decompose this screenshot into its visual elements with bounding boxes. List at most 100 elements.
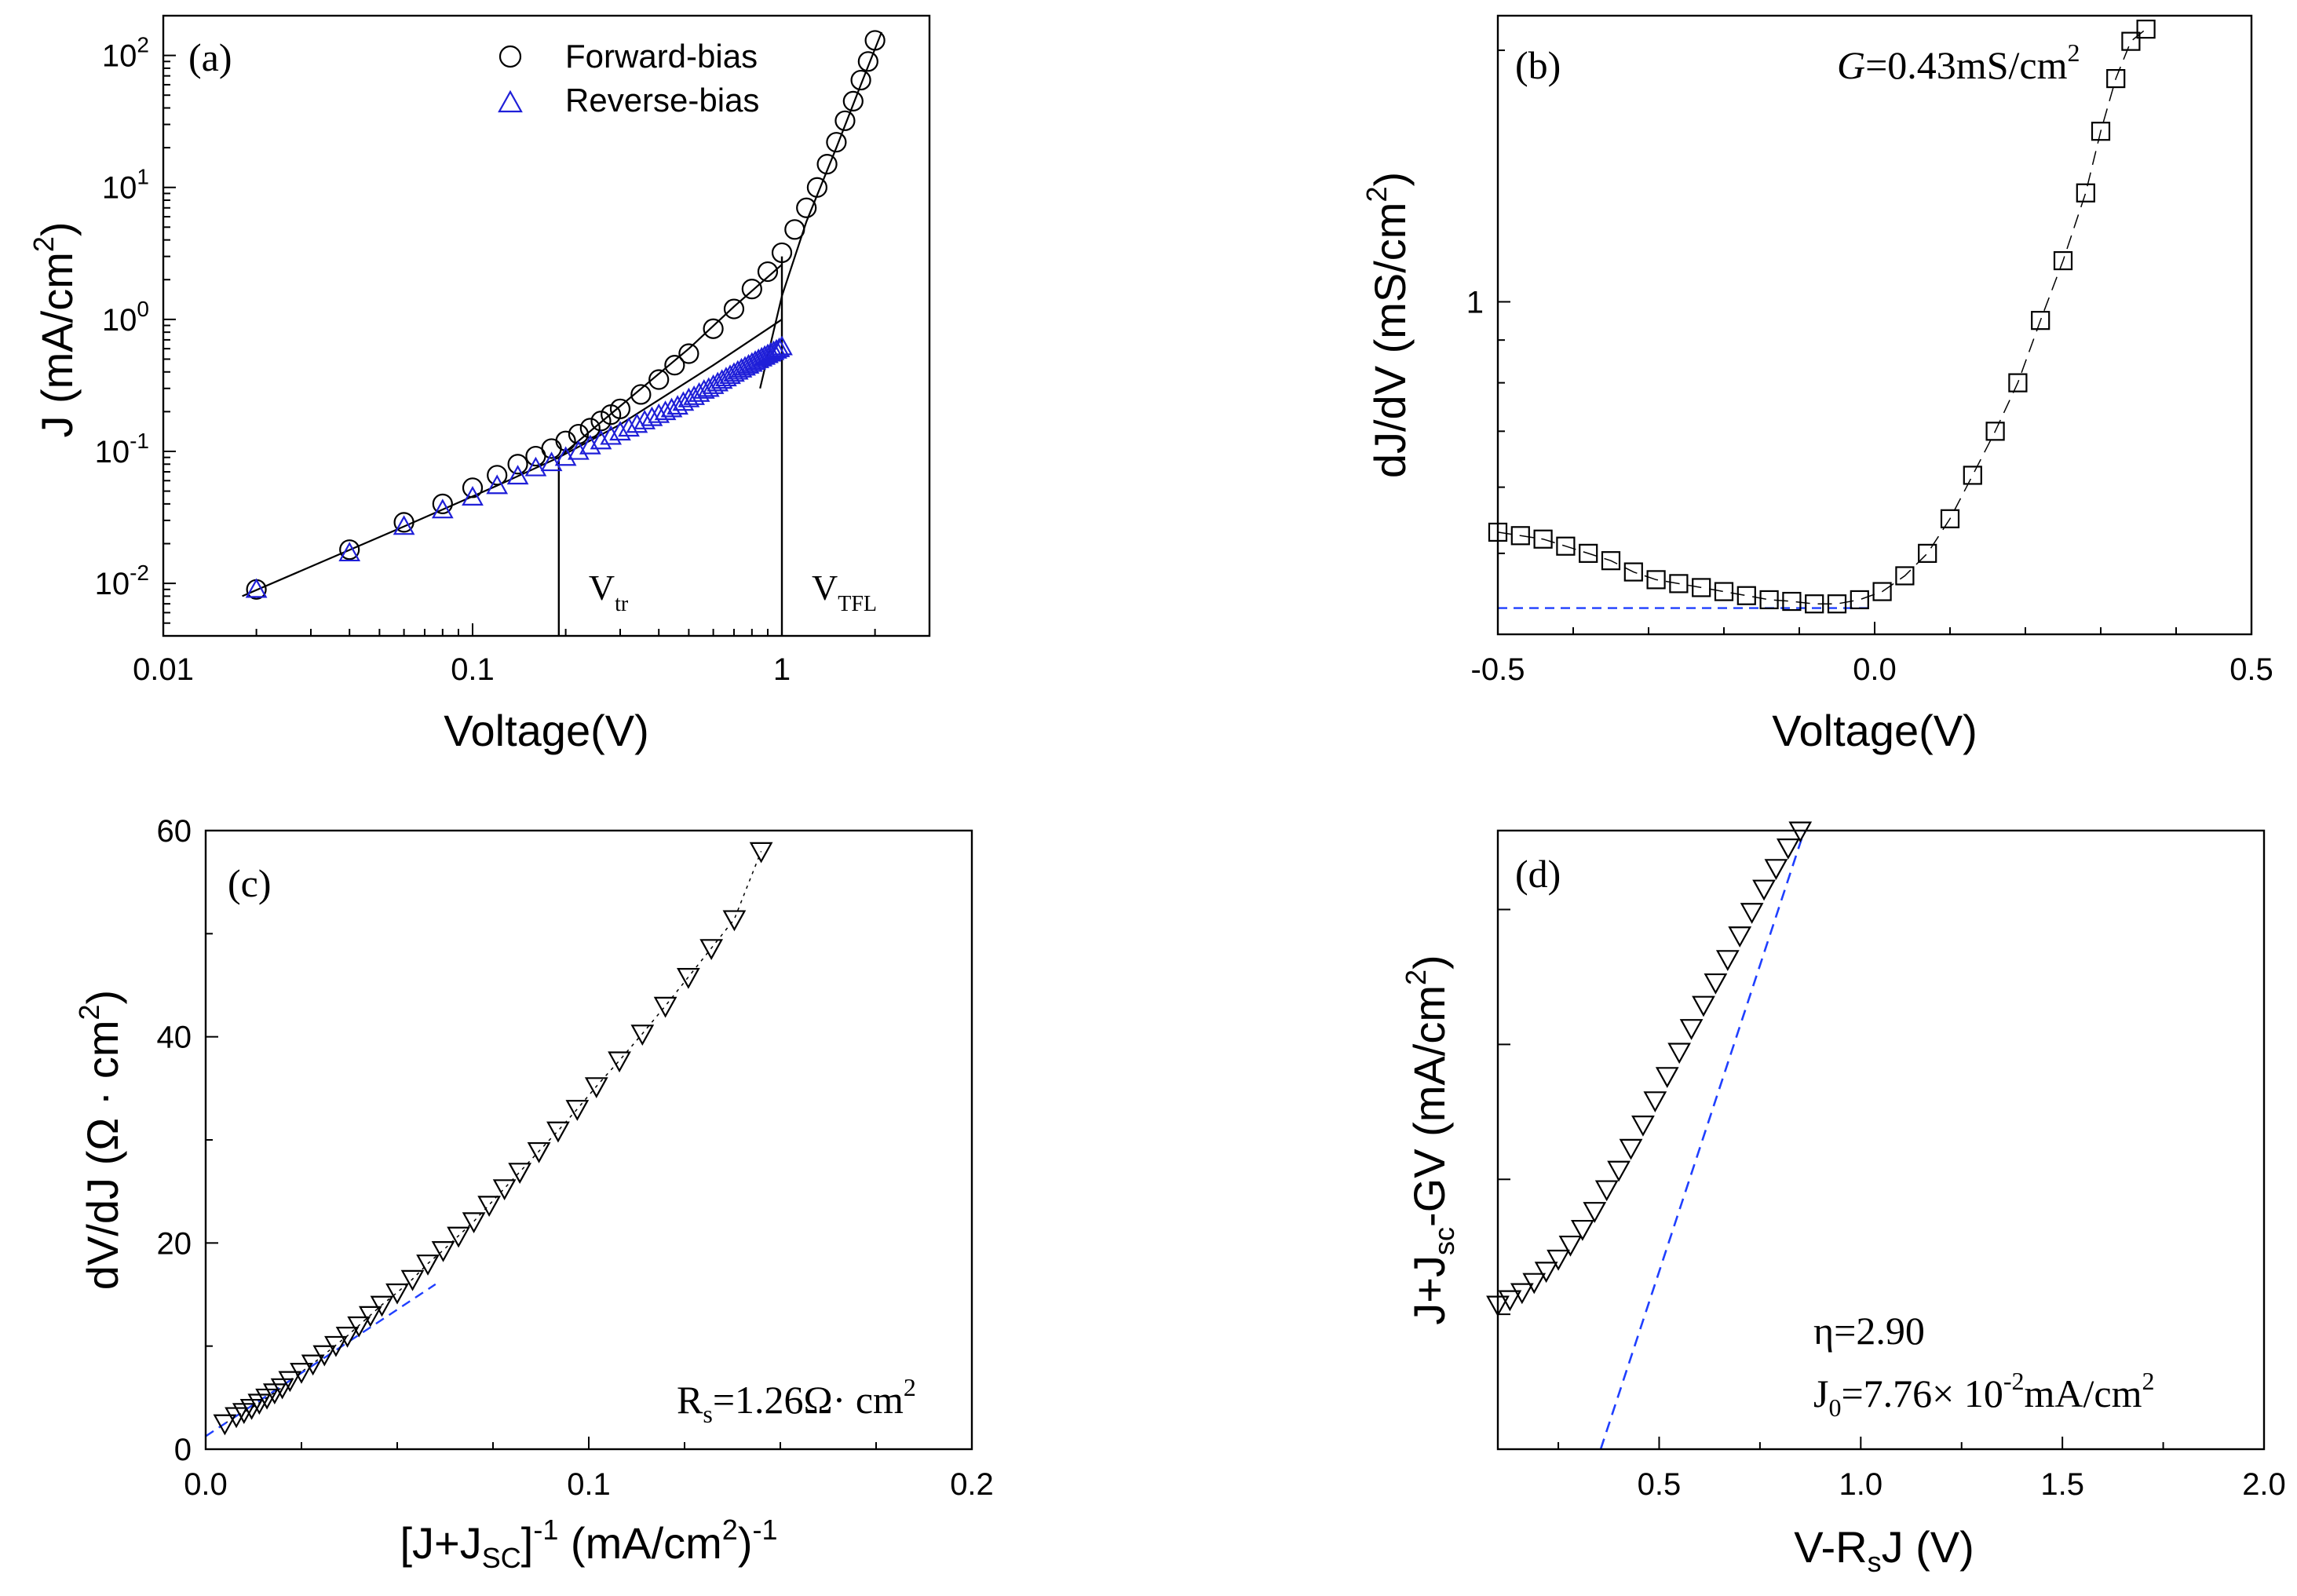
data-point bbox=[312, 1345, 337, 1367]
panel-b-frame bbox=[1496, 14, 2253, 636]
panel-a-marks: Vtr VTFL bbox=[242, 30, 886, 636]
data-point bbox=[2008, 373, 2028, 393]
x-tick-label: 1.5 bbox=[2040, 1467, 2084, 1502]
data-point bbox=[225, 1407, 248, 1429]
data-point bbox=[447, 1226, 470, 1248]
forward-point bbox=[630, 384, 652, 405]
data-point bbox=[1740, 903, 1764, 924]
reverse-point bbox=[579, 434, 601, 455]
data-point bbox=[2136, 20, 2156, 39]
data-point bbox=[270, 1378, 294, 1400]
data-point bbox=[1646, 570, 1666, 590]
data-point bbox=[749, 842, 773, 864]
data-point bbox=[1692, 995, 1715, 1017]
panel-a-xlabel: Voltage(V) bbox=[444, 706, 649, 755]
panel-a: Vtr VTFL 0.01 0.1 1 10-2 10-1 100 101 102 (a) Fo… bbox=[27, 14, 931, 755]
panel-a-frame bbox=[162, 14, 931, 637]
data-line bbox=[1497, 28, 2147, 604]
y-tick-label: 100 bbox=[102, 297, 149, 338]
reverse-point bbox=[672, 391, 695, 411]
data-point bbox=[2091, 122, 2111, 141]
data-point bbox=[1571, 1219, 1594, 1241]
reverse-point bbox=[524, 456, 547, 477]
forward-point bbox=[784, 219, 805, 240]
data-point bbox=[1601, 551, 1621, 571]
reverse-point bbox=[590, 429, 612, 450]
data-point bbox=[301, 1354, 325, 1376]
panel-d-label: (d) bbox=[1515, 852, 1561, 896]
data-point bbox=[1619, 1138, 1643, 1160]
data-point bbox=[1534, 1262, 1558, 1284]
forward-point bbox=[703, 318, 724, 339]
x-tick-label: 0.1 bbox=[567, 1467, 611, 1502]
y-tick-label: 10-2 bbox=[95, 561, 149, 601]
panel-b-xlabel: Voltage(V) bbox=[1772, 706, 1977, 755]
forward-point bbox=[678, 343, 699, 364]
data-point bbox=[1556, 536, 1576, 556]
data-point bbox=[1714, 582, 1734, 601]
panel-d-j0: J0=7.76× 10-2mA/cm2 bbox=[1813, 1367, 2155, 1422]
x-tick-label: 0.0 bbox=[1853, 652, 1897, 687]
data-point bbox=[278, 1371, 302, 1393]
data-point bbox=[2031, 311, 2051, 331]
x-tick-label: 0.01 bbox=[133, 652, 194, 687]
legend-forward-marker bbox=[498, 45, 522, 68]
panel-c-ylabel: dV/dJ (Ω · cm2) bbox=[73, 990, 127, 1290]
reverse-point bbox=[768, 337, 791, 357]
panel-c: 0.0 0.1 0.2 0 20 40 60 (c) Rs=1.26Ω· cm2 [J+JS… bbox=[73, 814, 994, 1574]
x-tick-label: 1.0 bbox=[1839, 1467, 1883, 1502]
panel-d-ylabel: J+Jsc-GV (mA/cm2) bbox=[1400, 955, 1460, 1324]
data-point bbox=[416, 1255, 440, 1276]
panel-a-ylabel: J (mA/cm2) bbox=[27, 221, 82, 437]
data-point bbox=[1940, 509, 1960, 528]
panel-d: 0.5 1.0 1.5 2.0 (d) η=2.90 J0=7.76× 10-2mA/… bbox=[1400, 821, 2286, 1578]
forward-point bbox=[462, 477, 484, 499]
data-point bbox=[347, 1316, 371, 1338]
data-point bbox=[1655, 1067, 1679, 1088]
data-point bbox=[1788, 821, 1813, 843]
data-point bbox=[385, 1283, 409, 1305]
reverse-point bbox=[540, 451, 563, 472]
data-point bbox=[1985, 422, 2005, 441]
data-point bbox=[400, 1269, 425, 1291]
panel-b-annotation: G=0.43mS/cm2 bbox=[1837, 38, 2080, 87]
y-tick-label: 40 bbox=[157, 1021, 192, 1055]
y-tick-label: 10-1 bbox=[95, 429, 149, 469]
data-point bbox=[1579, 543, 1598, 563]
forward-point bbox=[664, 355, 685, 376]
reverse-point bbox=[626, 413, 648, 433]
reverse-point bbox=[634, 409, 656, 429]
data-point bbox=[1498, 1290, 1522, 1312]
data-point bbox=[1704, 973, 1728, 995]
reverse-point bbox=[609, 421, 631, 441]
panel-b-axes: -0.5 0.0 0.5 1 bbox=[1466, 49, 2273, 687]
data-point bbox=[527, 1141, 551, 1163]
data-point bbox=[1607, 1160, 1631, 1182]
reverse-point bbox=[666, 395, 689, 415]
data-point bbox=[1872, 582, 1892, 601]
forward-point bbox=[857, 51, 878, 72]
reverse-point bbox=[765, 338, 787, 359]
vline-label-1: Vtr bbox=[589, 568, 629, 616]
data-point bbox=[1510, 526, 1530, 546]
forward-point bbox=[609, 398, 631, 419]
panel-d-xlabel: V-RsJ (V) bbox=[1794, 1522, 1974, 1578]
forward-point bbox=[432, 493, 453, 514]
panel-a-label: (a) bbox=[188, 35, 232, 79]
forward-point bbox=[842, 90, 864, 112]
y-tick-label: 20 bbox=[157, 1226, 192, 1261]
data-point bbox=[1827, 594, 1847, 614]
data-point bbox=[431, 1241, 455, 1262]
data-point bbox=[1558, 1235, 1583, 1257]
reverse-point bbox=[759, 341, 782, 362]
panel-d-frame bbox=[1496, 829, 2266, 1451]
y-tick-label: 102 bbox=[102, 33, 149, 74]
data-point bbox=[2121, 31, 2141, 51]
panel-b-ylabel: dJ/dV (mS/cm2) bbox=[1360, 172, 1415, 478]
data-point bbox=[2076, 183, 2095, 203]
forward-point bbox=[796, 197, 817, 218]
data-point bbox=[1594, 1180, 1619, 1202]
forward-point bbox=[507, 454, 528, 475]
legend-reverse-label: Reverse-bias bbox=[565, 82, 759, 119]
data-point bbox=[370, 1295, 394, 1317]
